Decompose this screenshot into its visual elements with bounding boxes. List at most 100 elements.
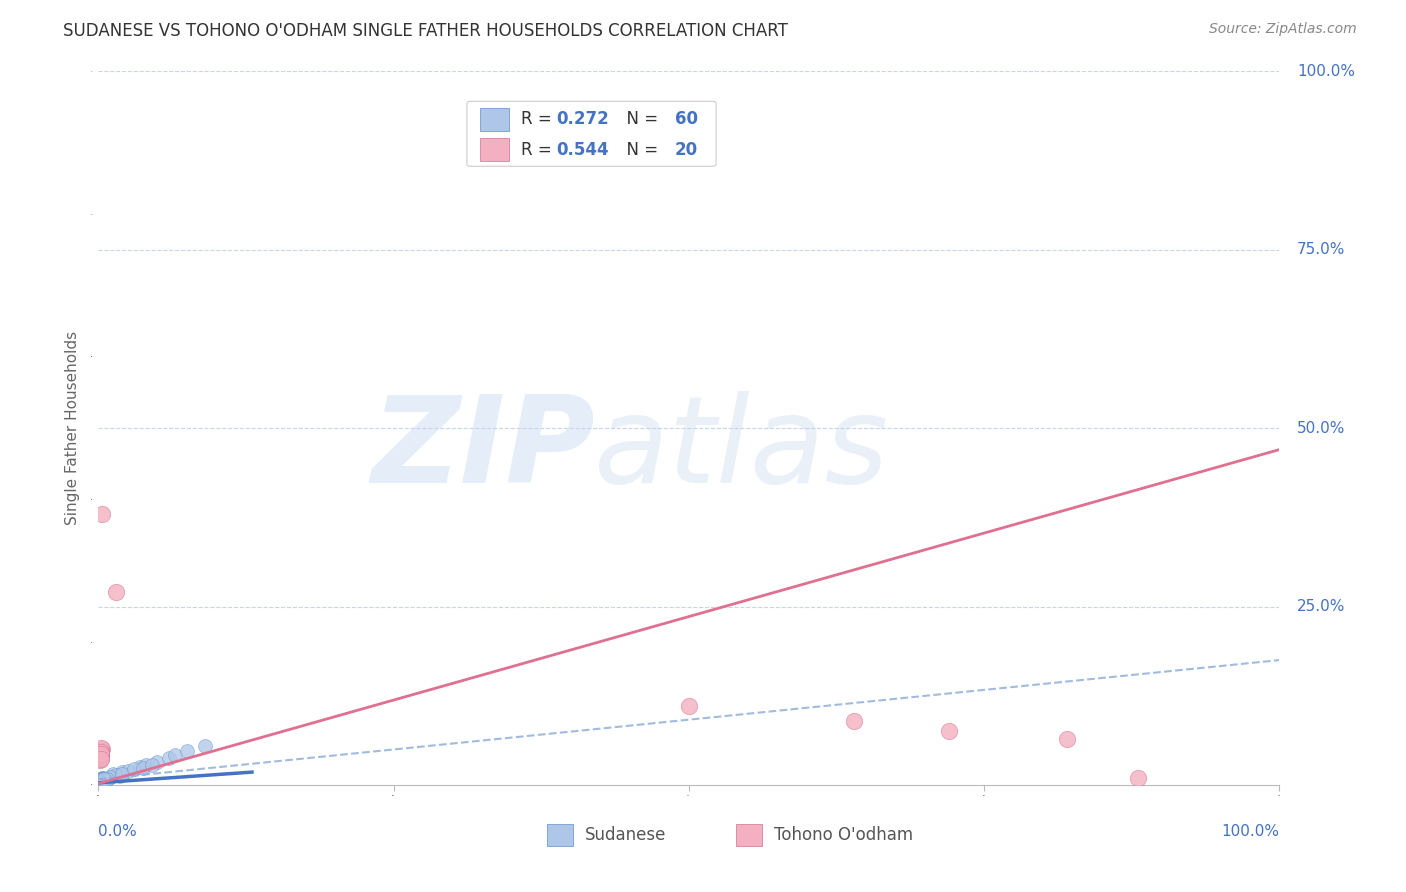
Point	[89, 751, 111, 765]
Point	[122, 762, 145, 776]
Point	[90, 747, 112, 761]
Text: R =: R =	[522, 111, 557, 128]
Text: 100.0%: 100.0%	[1298, 64, 1355, 78]
Point	[135, 758, 157, 772]
Text: R =: R =	[522, 141, 557, 159]
Point	[90, 773, 112, 788]
Point	[117, 764, 139, 778]
Point	[90, 747, 112, 762]
Point	[89, 775, 111, 789]
Point	[165, 747, 187, 762]
Point	[89, 774, 111, 789]
Point	[89, 747, 111, 762]
Point	[98, 770, 121, 784]
Point	[91, 772, 114, 787]
Text: 25.0%: 25.0%	[1298, 599, 1346, 614]
Point	[93, 772, 115, 787]
Point	[91, 772, 114, 786]
Text: 0.0%: 0.0%	[98, 824, 138, 839]
Point	[90, 745, 112, 759]
Point	[89, 776, 111, 790]
Point	[89, 774, 111, 789]
Point	[89, 753, 111, 767]
Text: 50.0%: 50.0%	[1298, 421, 1346, 435]
Bar	[479, 108, 509, 130]
Text: 60: 60	[675, 111, 697, 128]
Point	[90, 747, 112, 761]
Point	[1056, 731, 1078, 746]
Text: N =: N =	[616, 141, 664, 159]
Point	[89, 774, 111, 789]
Bar	[737, 824, 762, 846]
Point	[98, 771, 121, 785]
Point	[938, 724, 960, 739]
Point	[90, 772, 112, 787]
FancyBboxPatch shape	[467, 102, 716, 166]
Point	[96, 772, 118, 786]
Point	[91, 772, 114, 787]
Point	[146, 755, 169, 769]
Text: ZIP: ZIP	[371, 391, 595, 508]
Point	[89, 776, 111, 790]
Point	[141, 758, 163, 772]
Text: 0.544: 0.544	[557, 141, 609, 159]
Text: 20: 20	[675, 141, 697, 159]
Point	[90, 773, 112, 788]
Point	[90, 772, 112, 787]
Point	[91, 772, 114, 787]
Text: 100.0%: 100.0%	[1222, 824, 1279, 839]
Point	[132, 761, 155, 775]
Point	[90, 744, 112, 758]
Point	[91, 507, 114, 521]
Text: atlas: atlas	[595, 391, 890, 508]
Y-axis label: Single Father Households: Single Father Households	[65, 331, 80, 525]
Bar	[479, 138, 509, 161]
Text: N =: N =	[616, 111, 664, 128]
Point	[105, 768, 128, 782]
Point	[91, 742, 114, 756]
Point	[1126, 771, 1149, 785]
Point	[90, 772, 112, 787]
Point	[90, 772, 112, 786]
Point	[89, 774, 111, 789]
Point	[90, 772, 112, 787]
Point	[90, 772, 112, 787]
Point	[194, 739, 217, 753]
Text: Sudanese: Sudanese	[585, 826, 666, 844]
Point	[90, 773, 112, 788]
Point	[89, 749, 111, 764]
Point	[90, 773, 112, 788]
Point	[90, 773, 112, 788]
Point	[108, 769, 131, 783]
Point	[90, 740, 112, 755]
Point	[128, 760, 150, 774]
Point	[91, 771, 114, 785]
Point	[90, 772, 112, 787]
Point	[91, 772, 114, 786]
Point	[91, 772, 114, 787]
Point	[90, 774, 112, 789]
Text: SUDANESE VS TOHONO O'ODHAM SINGLE FATHER HOUSEHOLDS CORRELATION CHART: SUDANESE VS TOHONO O'ODHAM SINGLE FATHER…	[63, 22, 789, 40]
Point	[89, 774, 111, 789]
Point	[111, 765, 134, 780]
Point	[90, 772, 112, 787]
Point	[89, 775, 111, 789]
Text: Source: ZipAtlas.com: Source: ZipAtlas.com	[1209, 22, 1357, 37]
Point	[90, 749, 112, 764]
Point	[90, 773, 112, 788]
Point	[90, 746, 112, 760]
Text: Tohono O'odham: Tohono O'odham	[773, 826, 912, 844]
Point	[101, 767, 124, 781]
Point	[90, 752, 112, 766]
Bar	[547, 824, 574, 846]
Point	[176, 744, 198, 758]
Point	[105, 585, 128, 599]
Point	[91, 772, 114, 786]
Point	[89, 775, 111, 789]
Point	[90, 773, 112, 788]
Point	[89, 774, 111, 789]
Point	[844, 714, 866, 728]
Text: 75.0%: 75.0%	[1298, 243, 1346, 257]
Point	[157, 751, 180, 765]
Point	[91, 772, 114, 787]
